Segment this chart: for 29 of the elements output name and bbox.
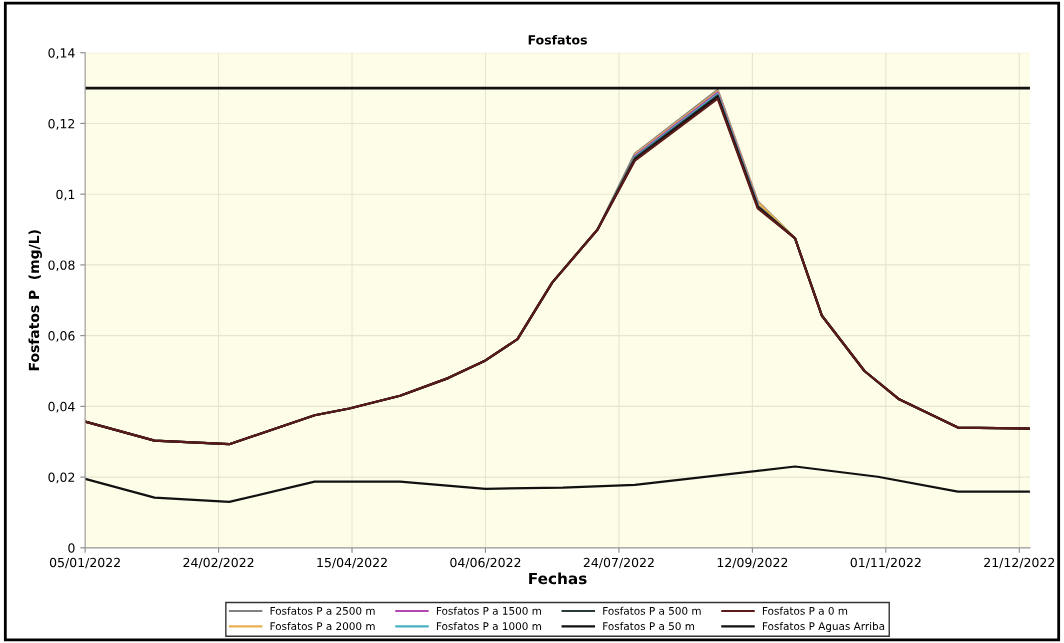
x-tick-label: 24/02/2022	[183, 557, 254, 569]
y-tick-label: 0,1	[56, 189, 75, 201]
y-tick-label: 0,14	[48, 48, 75, 59]
chart-title: Fosfatos	[528, 34, 587, 45]
x-tick-label: 01/11/2022	[850, 557, 921, 569]
x-tick-label: 24/07/2022	[583, 557, 654, 569]
legend-label: Fosfatos P a 0 m	[762, 606, 848, 615]
y-tick-label: 0,06	[48, 331, 75, 342]
y-tick-label: 0	[68, 543, 75, 553]
legend-label: Fosfatos P a 1500 m	[436, 606, 541, 615]
x-tick-label: 15/04/2022	[317, 557, 387, 569]
y-axis-title: Fosfatos P (mg/L)	[28, 230, 43, 371]
y-tick-label: 0,08	[48, 260, 75, 272]
y-tick-label: 0,02	[48, 472, 75, 484]
x-tick-label: 12/09/2022	[717, 557, 788, 569]
legend-label: Fosfatos P a 50 m	[603, 622, 695, 631]
x-tick-label: 05/01/2022	[49, 557, 120, 569]
legend-label: Fosfatos P a 500 m	[603, 606, 701, 615]
y-tick-label: 0,04	[48, 401, 75, 413]
legend-label: Fosfatos P Aguas Arriba	[762, 622, 885, 633]
x-tick-label: 04/06/2022	[450, 557, 521, 569]
x-tick-label: 21/12/2022	[984, 557, 1055, 569]
legend-label: Fosfatos P a 2500 m	[270, 606, 375, 615]
x-axis-title: Fechas	[529, 572, 587, 585]
legend-label: Fosfatos P a 2000 m	[270, 622, 375, 631]
legend-label: Fosfatos P a 1000 m	[436, 622, 541, 631]
line-series	[85, 465, 1030, 503]
y-tick-label: 0,12	[48, 118, 75, 130]
line-series	[633, 90, 797, 240]
